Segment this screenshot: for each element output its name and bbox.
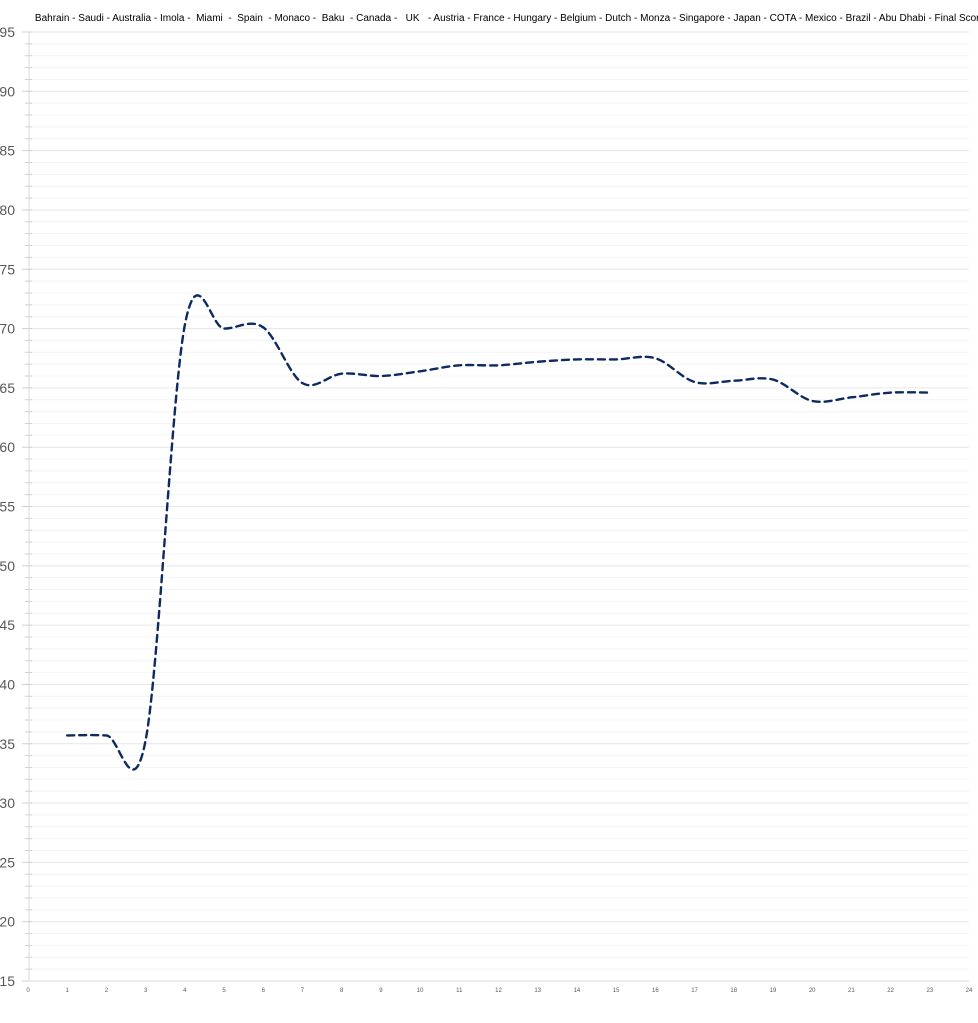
x-tick-label: 18 — [730, 988, 737, 994]
y-tick-label: 65 — [0, 380, 15, 396]
series-line — [66, 294, 931, 771]
x-tick-label: 13 — [534, 988, 541, 994]
x-tick-label: 15 — [613, 988, 620, 994]
x-tick-label: 23 — [926, 988, 933, 994]
x-tick-label: 24 — [966, 988, 973, 994]
x-tick-label: 9 — [379, 988, 383, 994]
x-tick-label: 14 — [574, 988, 581, 994]
x-axis-labels: 0 1 2 3 4 5 6 7 8 9 10 11 12 13 14 15 16 17 18 19 20 21 22 23 24 — [26, 988, 973, 994]
y-tick-label: 15 — [0, 973, 15, 989]
x-tick-label: 1 — [66, 988, 70, 994]
x-tick-label: 10 — [417, 988, 424, 994]
y-tick-label: 55 — [0, 499, 15, 515]
x-tick-label: 22 — [887, 988, 894, 994]
x-tick-label: 3 — [144, 988, 148, 994]
x-tick-label: 6 — [262, 988, 266, 994]
x-tick-label: 8 — [340, 988, 344, 994]
x-tick-label: 5 — [222, 988, 226, 994]
x-tick-label: 7 — [301, 988, 305, 994]
axes — [22, 31, 969, 982]
x-tick-label: 4 — [183, 988, 187, 994]
y-tick-label: 25 — [0, 854, 15, 870]
x-tick-label: 17 — [691, 988, 698, 994]
series-group — [66, 294, 931, 771]
x-tick-label: 0 — [26, 988, 30, 994]
y-tick-label: 45 — [0, 617, 15, 633]
y-axis-labels: 15 20 25 30 35 40 45 50 55 60 65 70 75 80 85 90 95 — [0, 24, 15, 989]
x-tick-label: 11 — [456, 988, 463, 994]
y-tick-label: 75 — [0, 261, 15, 277]
x-tick-label: 16 — [652, 988, 659, 994]
y-tick-label: 30 — [0, 795, 15, 811]
y-tick-label: 80 — [0, 202, 15, 218]
x-tick-label: 21 — [848, 988, 855, 994]
y-tick-label: 90 — [0, 83, 15, 99]
y-tick-label: 95 — [0, 24, 15, 40]
y-tick-label: 20 — [0, 914, 15, 930]
y-tick-label: 60 — [0, 439, 15, 455]
y-tick-label: 40 — [0, 676, 15, 692]
gridlines — [28, 31, 969, 982]
x-tick-label: 12 — [495, 988, 502, 994]
x-tick-label: 20 — [809, 988, 816, 994]
y-tick-label: 50 — [0, 558, 15, 574]
chart-title: Bahrain - Saudi - Australia - Imola - Mi… — [35, 13, 978, 24]
y-tick-label: 85 — [0, 143, 15, 159]
x-tick-label: 19 — [770, 988, 777, 994]
x-tick-label: 2 — [105, 988, 109, 994]
y-tick-label: 70 — [0, 321, 15, 337]
y-tick-label: 35 — [0, 736, 15, 752]
